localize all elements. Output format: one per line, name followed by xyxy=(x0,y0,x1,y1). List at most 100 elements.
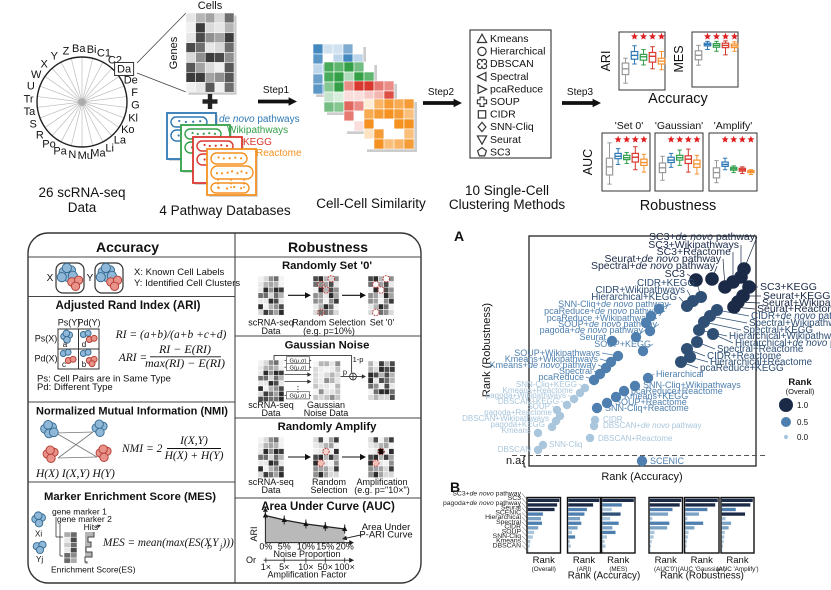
svg-text:Hits: Hits xyxy=(84,522,99,532)
svg-text:Step1: Step1 xyxy=(263,85,290,96)
svg-text:SC3+de novo pathway: SC3+de novo pathway xyxy=(649,231,756,243)
svg-text:CIDR: CIDR xyxy=(490,109,516,121)
svg-text:Normalized Mutual Information: Normalized Mutual Information (NMI) xyxy=(36,406,228,418)
svg-text:1×: 1× xyxy=(261,562,271,572)
svg-text:SOUP: SOUP xyxy=(490,96,520,108)
svg-text:DBSCAN: DBSCAN xyxy=(493,542,521,549)
svg-text:X: X xyxy=(47,273,54,284)
svg-text:Noise Data: Noise Data xyxy=(304,408,349,418)
svg-text:Pd: Different Type: Pd: Different Type xyxy=(37,382,113,393)
svg-text:Rank: Rank xyxy=(655,555,677,566)
svg-text:Xi: Xi xyxy=(35,530,42,539)
svg-text:max(RI) − E(RI): max(RI) − E(RI) xyxy=(145,356,225,370)
svg-text:Data: Data xyxy=(261,485,280,495)
svg-text:S: S xyxy=(30,118,37,130)
svg-text:SNN-Cliq: SNN-Cliq xyxy=(493,533,522,540)
svg-text:pcaReduce: pcaReduce xyxy=(538,372,584,382)
svg-text:CIDR+de novo pathway: CIDR+de novo pathway xyxy=(751,311,831,322)
svg-text:MES: MES xyxy=(672,45,686,72)
svg-text:DBSCAN+de novo pathway: DBSCAN+de novo pathway xyxy=(603,421,702,430)
svg-text:Spectral+Reactome: Spectral+Reactome xyxy=(717,344,804,355)
svg-text:scRNA-seq: scRNA-seq xyxy=(248,318,294,328)
svg-text:Y: Y xyxy=(51,51,59,63)
svg-text:DBSCAN: DBSCAN xyxy=(490,58,534,70)
svg-text:Robustness: Robustness xyxy=(640,198,717,214)
svg-text:(ARI): (ARI) xyxy=(577,566,592,573)
svg-text:Spectral: Spectral xyxy=(496,519,521,526)
svg-text:Hierarchical: Hierarchical xyxy=(485,514,521,521)
svg-text:Seurat+Wikipathways: Seurat+Wikipathways xyxy=(762,297,831,309)
svg-text:De: De xyxy=(124,75,138,87)
svg-text:Seurat: Seurat xyxy=(579,332,606,342)
svg-text:Ps(Y): Ps(Y) xyxy=(58,318,81,328)
svg-text:SC3+KEGG: SC3+KEGG xyxy=(760,281,817,293)
svg-text:Noise Proportion: Noise Proportion xyxy=(273,549,340,559)
svg-text:0.5: 0.5 xyxy=(797,418,809,427)
svg-text:Rank (Accuracy): Rank (Accuracy) xyxy=(601,471,682,483)
svg-text:Y: Identified Cell Clusters: Y: Identified Cell Clusters xyxy=(134,278,240,289)
svg-text:Pa: Pa xyxy=(53,145,67,157)
svg-text:RI = (a+b)/(a+b +c+d): RI = (a+b)/(a+b +c+d) xyxy=(115,329,227,341)
svg-text:Po: Po xyxy=(42,139,55,151)
svg-text:Cells: Cells xyxy=(198,0,223,12)
svg-text:Mu: Mu xyxy=(78,150,93,162)
svg-text:(Overall): (Overall) xyxy=(532,566,556,573)
svg-text:))): ))) xyxy=(222,537,234,549)
svg-text:pagoda+de novo pathway: pagoda+de novo pathway xyxy=(443,500,522,507)
svg-text:Rank: Rank xyxy=(691,555,713,566)
svg-text:Tr: Tr xyxy=(24,93,34,105)
svg-text:Random Selection: Random Selection xyxy=(292,318,366,328)
svg-text:0%: 0% xyxy=(259,542,272,552)
svg-text:1-p: 1-p xyxy=(353,355,364,364)
svg-text:pcaReduce+Reactome: pcaReduce+Reactome xyxy=(631,386,723,396)
svg-text:j: j xyxy=(219,542,223,551)
svg-text:Rank: Rank xyxy=(573,555,595,566)
svg-text:Seurat: Seurat xyxy=(490,134,521,146)
svg-text:ARI =: ARI = xyxy=(118,352,148,364)
svg-text:Kmeans: Kmeans xyxy=(490,33,529,45)
svg-text:U: U xyxy=(27,81,35,93)
svg-text:SOUP: SOUP xyxy=(527,402,550,411)
svg-text:Kmeans: Kmeans xyxy=(496,538,522,545)
svg-text:Accuracy: Accuracy xyxy=(648,91,708,107)
svg-text:Data: Data xyxy=(68,200,97,215)
svg-text:SCENIC: SCENIC xyxy=(650,456,685,466)
svg-text:Wikipathways: Wikipathways xyxy=(227,125,288,136)
svg-text:pagoda+de novo pathway: pagoda+de novo pathway xyxy=(540,325,644,335)
svg-text:H(X) I(X,Y) H(Y): H(X) I(X,Y) H(Y) xyxy=(35,468,115,480)
svg-text:CIDR+KEGG: CIDR+KEGG xyxy=(637,278,695,289)
svg-text:CIDR: CIDR xyxy=(504,524,521,531)
svg-text:a: a xyxy=(63,340,68,349)
svg-text:ARI: ARI xyxy=(599,51,613,72)
svg-text:Hierarchical+Reactome: Hierarchical+Reactome xyxy=(710,357,813,368)
svg-text:Ba: Ba xyxy=(72,43,86,55)
svg-text:pcaReduce: pcaReduce xyxy=(490,83,543,95)
svg-text:Pd(X): Pd(X) xyxy=(34,354,57,364)
svg-text:n.a.: n.a. xyxy=(506,455,524,467)
svg-text:RI − E(RI): RI − E(RI) xyxy=(158,342,211,356)
svg-text:Rank: Rank xyxy=(726,555,748,566)
svg-text:Bi: Bi xyxy=(87,44,97,56)
svg-text:100×: 100× xyxy=(335,562,355,572)
svg-text:NMI = 2: NMI = 2 xyxy=(121,443,163,455)
svg-text:(Overall): (Overall) xyxy=(786,387,815,396)
svg-text:SC3+de novo pathway: SC3+de novo pathway xyxy=(452,491,521,498)
svg-text:P-ARI Curve: P-ARI Curve xyxy=(359,530,412,541)
svg-text:Seurat+KEGG: Seurat+KEGG xyxy=(763,290,830,302)
svg-text:Da: Da xyxy=(117,63,132,75)
svg-text:SOUP+de novo pathway: SOUP+de novo pathway xyxy=(558,319,657,329)
svg-text:F: F xyxy=(131,87,138,99)
svg-text:N: N xyxy=(68,149,76,161)
svg-text:Kmeans+de novo pathway: Kmeans+de novo pathway xyxy=(490,360,597,370)
svg-text:Hierarchical+KEGG: Hierarchical+KEGG xyxy=(591,292,677,303)
svg-text:Accuracy: Accuracy xyxy=(96,239,159,255)
svg-text:SC3+Wikipathways: SC3+Wikipathways xyxy=(648,239,739,251)
svg-text:CIDR: CIDR xyxy=(603,415,623,424)
svg-text:X: X xyxy=(40,59,48,71)
svg-text:i: i xyxy=(207,542,209,551)
svg-text:Area Under Curve (AUC): Area Under Curve (AUC) xyxy=(261,501,395,513)
svg-text:Kmeans+Reactome: Kmeans+Reactome xyxy=(503,386,574,395)
svg-text:5%: 5% xyxy=(278,542,291,552)
svg-text:(e.g. p="10×"): (e.g. p="10×") xyxy=(354,485,409,495)
svg-text:Z: Z xyxy=(63,45,70,57)
